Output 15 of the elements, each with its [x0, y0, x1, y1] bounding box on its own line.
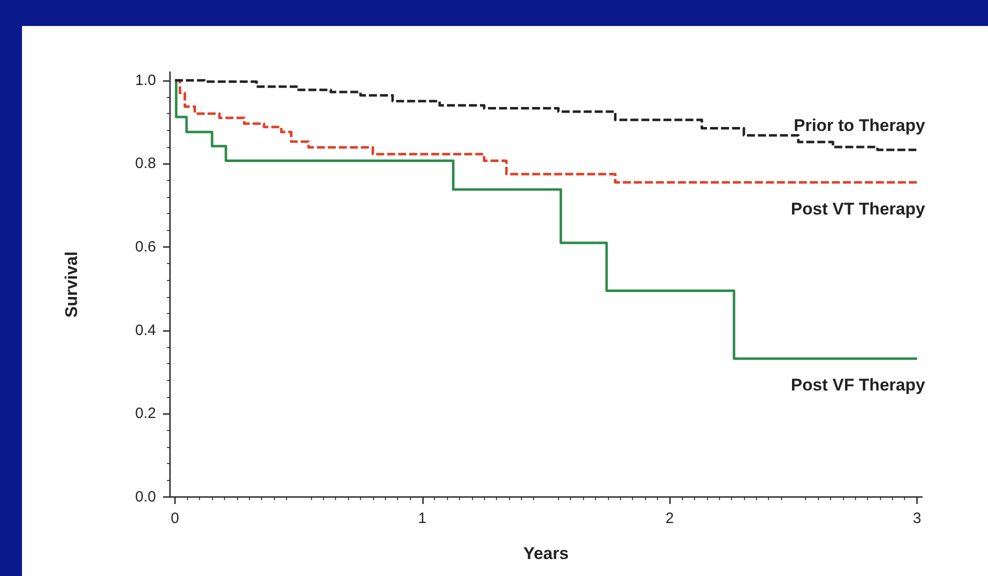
- x-tick-label: 3: [912, 510, 922, 527]
- series-label: Prior to Therapy: [794, 116, 926, 135]
- y-tick-label: 0.0: [135, 488, 156, 506]
- y-tick-label: 0.4: [135, 322, 156, 339]
- x-tick-label: 2: [666, 510, 674, 527]
- series-label: Post VF Therapy: [790, 376, 926, 395]
- y-axis-title: Survival: [62, 251, 81, 318]
- x-axis-title: Years: [523, 544, 569, 563]
- y-tick-label: 0.6: [135, 238, 156, 256]
- x-tick-label: 1: [418, 510, 426, 527]
- series-label: Post VT Therapy: [790, 199, 926, 218]
- y-tick-label: 0.8: [135, 155, 156, 172]
- x-tick-label: 0: [170, 510, 180, 527]
- y-tick-label: 1.0: [135, 72, 156, 89]
- y-tick-label: 0.2: [135, 405, 156, 422]
